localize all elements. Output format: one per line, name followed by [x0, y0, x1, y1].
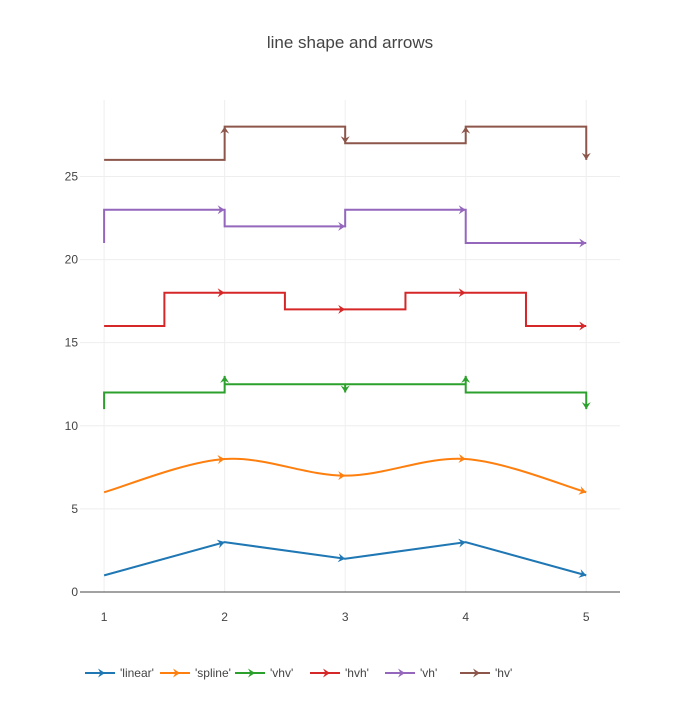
x-tick-label: 5	[583, 610, 590, 624]
legend-item-linear[interactable]: 'linear'	[85, 666, 154, 680]
series-vhv	[104, 376, 591, 409]
legend-item-hv[interactable]: 'hv'	[460, 666, 512, 680]
x-tick-label: 1	[101, 610, 108, 624]
legend-item-vh[interactable]: 'vh'	[385, 666, 437, 680]
legend-label: 'hv'	[495, 666, 512, 680]
y-tick-label: 10	[65, 419, 79, 433]
legend[interactable]: 'linear' 'spline' 'vhv' 'hvh' 'vh' 'hv'	[85, 666, 512, 680]
y-tick-label: 15	[65, 336, 79, 350]
x-tick-label: 2	[221, 610, 228, 624]
grid	[80, 100, 620, 592]
y-tick-label: 20	[65, 253, 79, 267]
series-hv	[104, 127, 591, 160]
y-tick-label: 25	[65, 169, 79, 183]
series-group	[104, 127, 591, 578]
y-tick-label: 5	[71, 502, 78, 516]
legend-item-spline[interactable]: 'spline'	[160, 666, 231, 680]
x-tick-label: 3	[342, 610, 349, 624]
legend-label: 'spline'	[195, 666, 231, 680]
legend-item-vhv[interactable]: 'vhv'	[235, 666, 293, 680]
legend-label: 'vh'	[420, 666, 437, 680]
axes: 1 2 3 4 5 0 5 10 15 20 25	[65, 169, 620, 624]
y-tick-label: 0	[71, 585, 78, 599]
x-tick-label: 4	[462, 610, 469, 624]
legend-label: 'linear'	[120, 666, 154, 680]
legend-item-hvh[interactable]: 'hvh'	[310, 666, 369, 680]
legend-label: 'vhv'	[270, 666, 293, 680]
legend-label: 'hvh'	[345, 666, 369, 680]
chart-title: line shape and arrows	[0, 33, 700, 53]
